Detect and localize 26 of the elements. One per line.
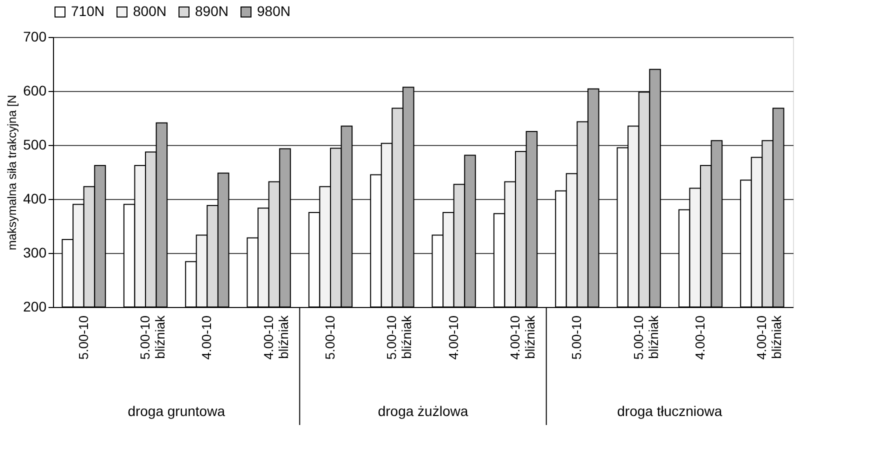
text: droga tłuczniowa: [617, 403, 722, 419]
y-tick-label: 200: [23, 298, 47, 314]
y-tick-label: 600: [23, 82, 47, 98]
y-axis-title: maksymalna siła trakcyjna [N: [5, 94, 20, 250]
x-tick-label: 5.00-10 bliźniak: [630, 315, 661, 360]
x-tick-label: 5.00-10: [322, 316, 338, 360]
x-tick-label: 4.00-10: [446, 316, 461, 360]
legend-label: 800N: [133, 3, 166, 19]
x-tick-label: 4.00-10: [199, 316, 214, 360]
x-tick-label: 4.00-10 bliźniak: [754, 315, 784, 360]
x-tick-label: 4.00-10 bliźniak: [508, 315, 538, 360]
legend-label: 890N: [195, 3, 228, 19]
x-tick-label: 4.00-10: [692, 316, 708, 360]
legend-label: 710N: [71, 3, 104, 19]
x-tick-label: 5.00-10: [569, 316, 584, 360]
y-tick-label: 500: [23, 136, 47, 152]
legend-label: 980N: [257, 3, 290, 19]
x-tick-label: 5.00-10: [76, 316, 91, 360]
text: droga żużlowa: [378, 403, 468, 419]
x-tick-label: 4.00-10 bliźniak: [260, 315, 291, 360]
text: droga gruntowa: [128, 403, 226, 419]
y-tick-label: 400: [23, 190, 47, 206]
y-tick-label: 700: [23, 28, 47, 44]
x-tick-label: 5.00-10 bliźniak: [138, 315, 168, 360]
y-tick-label: 300: [23, 244, 47, 260]
x-tick-label: 5.00-10 bliźniak: [384, 315, 414, 360]
